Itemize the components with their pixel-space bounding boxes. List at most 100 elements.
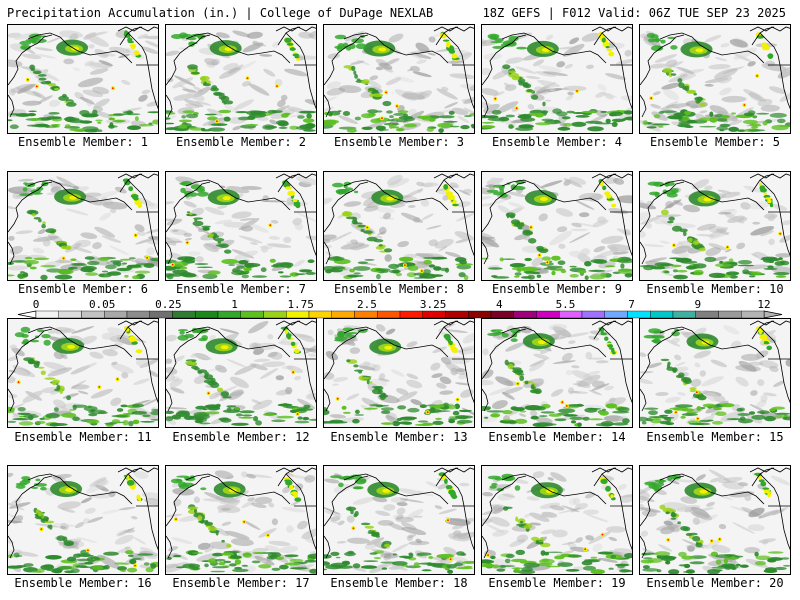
precip-field (482, 323, 630, 427)
colorbar-swatch (308, 310, 332, 319)
coastline-overlay (166, 467, 316, 559)
coastline-overlay (640, 320, 790, 412)
ensemble-member-caption: Ensemble Member: 15 (646, 430, 784, 444)
ensemble-member-caption: Ensemble Member: 20 (646, 576, 784, 590)
precip-map (324, 172, 474, 280)
coastline-overlay (640, 173, 790, 265)
precip-map (324, 466, 474, 574)
precip-field (324, 472, 474, 574)
ensemble-member-map-14 (481, 318, 633, 428)
colorbar-tick-label: 9 (694, 298, 702, 311)
precip-map (640, 172, 790, 280)
precip-map (482, 319, 632, 427)
colorbar-tick-label: 1.75 (287, 298, 314, 311)
colorbar-swatch (263, 310, 287, 319)
colorbar-tick-label: 1 (231, 298, 238, 311)
precip-map (482, 172, 632, 280)
coastline-overlay (166, 320, 316, 412)
colorbar-swatch (695, 310, 719, 319)
precip-field (166, 30, 316, 132)
coastline-overlay (482, 320, 632, 412)
colorbar-swatch (513, 310, 537, 319)
ensemble-member-map-8 (323, 171, 475, 281)
precip-map (324, 25, 474, 133)
colorbar-tick-label: 2.5 (356, 298, 377, 311)
precip-map (166, 172, 316, 280)
ensemble-member-caption: Ensemble Member: 6 (17, 282, 149, 296)
colorbar-swatch (354, 310, 378, 319)
coastline-overlay (482, 173, 632, 265)
ensemble-member-caption: Ensemble Member: 8 (333, 282, 465, 296)
colorbar-tick-label: 0.25 (155, 298, 182, 311)
precip-map (8, 25, 158, 133)
ensemble-member-caption: Ensemble Member: 18 (330, 576, 468, 590)
ensemble-member-caption: Ensemble Member: 2 (175, 135, 307, 149)
product-title: Precipitation Accumulation (in.) | Colle… (7, 6, 434, 20)
colorbar-swatch (490, 310, 514, 319)
precip-map (324, 319, 474, 427)
colorbar-max-arrow (763, 310, 783, 319)
colorbar-swatch (172, 310, 196, 319)
ensemble-member-caption: Ensemble Member: 4 (491, 135, 623, 149)
precip-field (8, 471, 158, 574)
precip-field (640, 179, 790, 280)
colorbar-swatch (559, 310, 583, 319)
coastline-overlay (482, 26, 632, 118)
ensemble-member-caption: Ensemble Member: 11 (14, 430, 152, 444)
colorbar-swatch (81, 310, 105, 319)
coastline-overlay (482, 467, 632, 559)
colorbar-swatch (445, 310, 469, 319)
coastline-overlay (324, 320, 474, 412)
ensemble-member-caption: Ensemble Member: 1 (17, 135, 149, 149)
ensemble-member-map-13 (323, 318, 475, 428)
precip-field (324, 174, 474, 280)
colorbar-swatch (581, 310, 605, 319)
ensemble-member-caption: Ensemble Member: 3 (333, 135, 465, 149)
run-valid-time: 18Z GEFS | F012 Valid: 06Z TUE SEP 23 20… (482, 6, 786, 20)
colorbar-legend: 0 0.05 0.25 1 1.75 2.5 3.25 4 5.5 7 9 12 (0, 298, 800, 320)
ensemble-member-map-1 (7, 24, 159, 134)
precip-map (640, 319, 790, 427)
colorbar-swatch (741, 310, 765, 319)
colorbar-min-arrow (17, 310, 37, 319)
coastline-overlay (8, 26, 158, 118)
ensemble-member-caption: Ensemble Member: 5 (649, 135, 781, 149)
ensemble-member-map-3 (323, 24, 475, 134)
ensemble-member-caption: Ensemble Member: 16 (14, 576, 152, 590)
colorbar-swatch (650, 310, 674, 319)
ensemble-member-map-16 (7, 465, 159, 575)
colorbar-swatch (331, 310, 355, 319)
colorbar-swatch (240, 310, 264, 319)
colorbar-swatch (126, 310, 150, 319)
colorbar-swatch (399, 310, 423, 319)
precip-field (482, 471, 632, 574)
precip-map (166, 466, 316, 574)
coastline-overlay (640, 467, 790, 559)
coastline-overlay (166, 26, 316, 118)
precip-field (324, 323, 474, 427)
colorbar-swatch (149, 310, 173, 319)
precip-map (640, 25, 790, 133)
precip-field (166, 321, 316, 426)
colorbar-tick-label: 0 (32, 298, 40, 311)
ensemble-member-map-18 (323, 465, 475, 575)
colorbar-swatch (58, 310, 82, 319)
header-bar: Precipitation Accumulation (in.) | Colle… (0, 0, 800, 24)
coastline-overlay (8, 173, 158, 265)
ensemble-member-caption: Ensemble Member: 12 (172, 430, 310, 444)
ensemble-member-map-19 (481, 465, 633, 575)
coastline-overlay (8, 467, 158, 559)
ensemble-member-map-12 (165, 318, 317, 428)
precip-map (8, 319, 158, 427)
precip-map (482, 466, 632, 574)
precip-field (640, 325, 790, 427)
colorbar-swatch (672, 310, 696, 319)
precip-map (166, 25, 316, 133)
colorbar-swatch (536, 310, 560, 319)
coastline-overlay (166, 173, 316, 265)
precip-map (166, 319, 316, 427)
ensemble-member-caption: Ensemble Member: 7 (175, 282, 307, 296)
colorbar-swatch (217, 310, 241, 319)
colorbar-swatch (377, 310, 401, 319)
colorbar-tick-label: 7 (628, 298, 635, 311)
